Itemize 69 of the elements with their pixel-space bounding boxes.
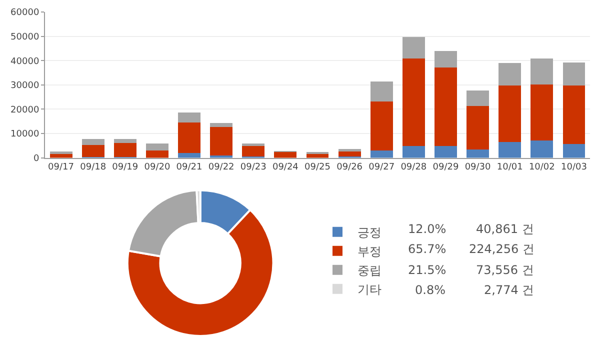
bar <box>466 106 490 150</box>
bar <box>434 67 457 146</box>
x-tick-label: 09/24 <box>272 162 299 173</box>
bar <box>82 139 104 145</box>
bar <box>178 122 200 153</box>
x-tick-label: 09/17 <box>48 162 74 173</box>
bar <box>50 151 72 154</box>
bar <box>530 84 554 140</box>
bar <box>498 85 522 142</box>
y-tick-label: 30000 <box>10 81 40 92</box>
x-tick-label: 09/26 <box>336 162 363 173</box>
x-tick-label: 09/25 <box>304 162 330 173</box>
bar <box>210 126 233 156</box>
x-tick-label: 09/18 <box>80 162 106 173</box>
bar <box>370 82 393 102</box>
bar <box>530 58 554 85</box>
bar <box>178 152 200 158</box>
x-tick-label: 09/23 <box>240 162 266 173</box>
x-tick-label: 09/21 <box>176 162 202 173</box>
y-tick-label: 20000 <box>10 105 40 116</box>
bar <box>338 151 361 157</box>
bar <box>530 140 554 158</box>
x-tick-label: 09/20 <box>144 162 170 173</box>
bar <box>338 148 361 152</box>
legend-label: 기타 <box>358 282 382 297</box>
x-tick-label: 09/29 <box>432 162 459 173</box>
bar <box>210 122 233 127</box>
x-tick-label: 09/19 <box>112 162 138 173</box>
legend-label: 부정 <box>358 244 382 259</box>
bar <box>402 146 425 158</box>
x-tick-label: 09/22 <box>208 162 234 173</box>
bar <box>562 144 586 158</box>
y-tick-label: 50000 <box>10 32 40 42</box>
x-tick-label: 10/03 <box>561 162 587 173</box>
y-tick-label: 0 <box>33 154 40 164</box>
bar <box>114 139 136 144</box>
bar <box>466 90 490 106</box>
text: 21.5% 73,556 건 <box>408 263 534 277</box>
text: 65.7% 224,256 건 <box>408 242 534 256</box>
bar <box>274 152 297 158</box>
bar <box>178 112 200 122</box>
bar <box>562 85 586 144</box>
bar <box>402 58 425 146</box>
text: 0.8% 2,774 건 <box>415 283 534 297</box>
legend-label: 중립 <box>358 264 382 278</box>
bar <box>434 50 457 68</box>
bar <box>370 102 393 150</box>
y-tick-label: 40000 <box>10 56 40 67</box>
x-tick-label: 09/30 <box>464 162 492 173</box>
bar <box>146 144 168 151</box>
legend-label: 긍정 <box>358 226 382 240</box>
bar <box>370 150 393 158</box>
bar <box>114 143 136 158</box>
x-tick-label: 10/02 <box>528 162 555 173</box>
x-tick-label: 09/27 <box>368 162 395 173</box>
x-tick-label: 10/01 <box>496 162 523 173</box>
text: 12.0% 40,861 건 <box>408 222 534 236</box>
bar <box>562 62 586 86</box>
bar <box>434 146 457 158</box>
y-tick-label: 10000 <box>10 130 40 140</box>
bar <box>242 146 265 156</box>
bar <box>466 150 490 158</box>
bar <box>82 144 104 158</box>
x-tick-label: 09/28 <box>400 162 427 173</box>
bar <box>146 150 168 158</box>
bar <box>402 36 425 59</box>
bar <box>498 142 522 158</box>
bar <box>498 62 522 86</box>
y-tick-label: 60000 <box>10 8 40 18</box>
